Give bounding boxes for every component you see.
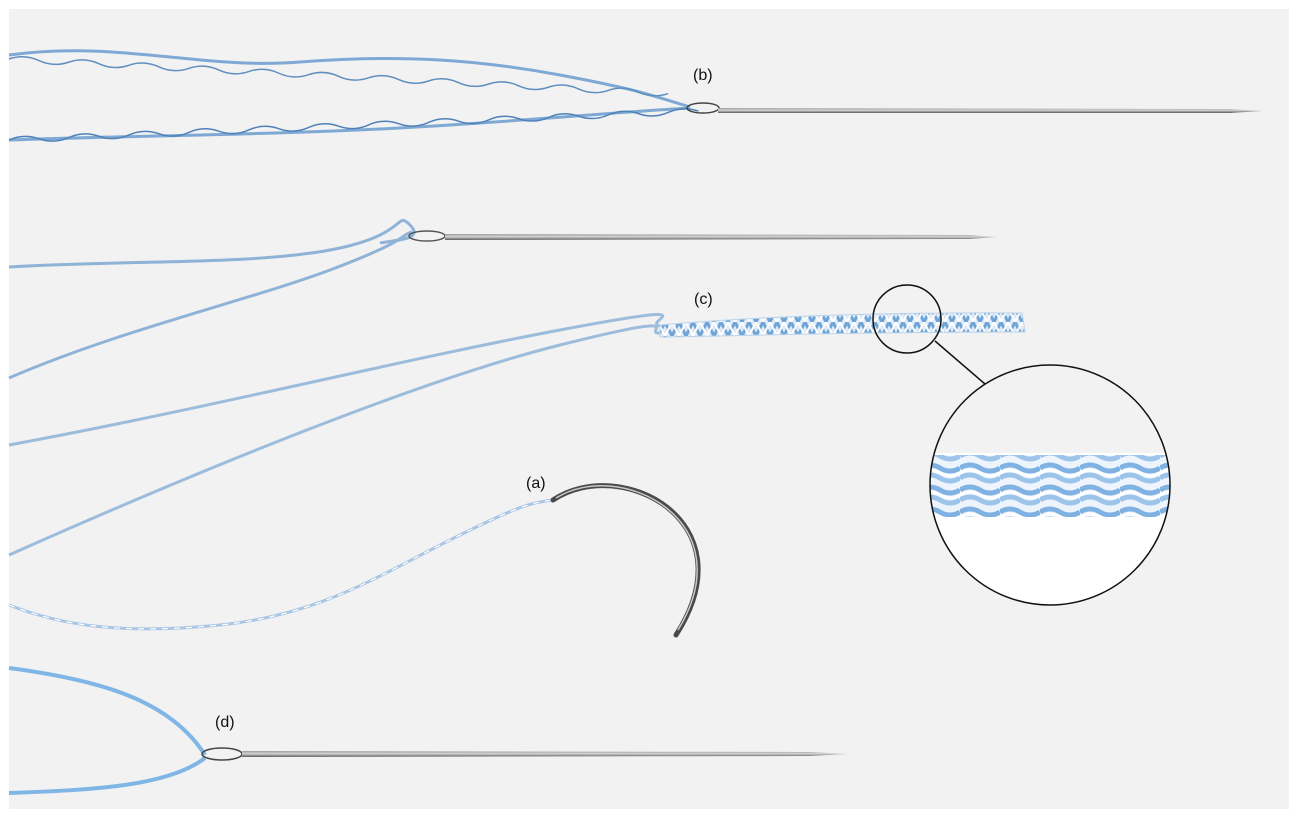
suture-c: (c) [8, 291, 1026, 557]
suture-a: (a) [8, 475, 701, 638]
suture-loop-2-strand-lower [8, 230, 413, 380]
suture-a-thread-twist [8, 499, 554, 630]
suture-b-lower-wave [8, 107, 699, 142]
magnifier-zoomed-braid-band [930, 455, 1170, 517]
suture-c-strand-upper [8, 313, 665, 447]
suture-d: (d) [8, 666, 848, 795]
suture-d-needle [242, 751, 848, 757]
suture-d-strand-lower [8, 756, 207, 795]
magnifier-connector [934, 340, 986, 385]
suture-d-strand-upper [8, 666, 207, 757]
suture-b-needle-loop [686, 102, 720, 114]
suture-b-upper-wave [8, 56, 669, 97]
label-a: (a) [526, 475, 546, 492]
label-b: (b) [693, 67, 713, 84]
magnifier-large-outline [929, 364, 1171, 606]
suture-loop-2-strand-upper [8, 218, 416, 269]
suture-loop-2-needle [445, 234, 997, 240]
suture-b: (b) [8, 49, 1262, 142]
suture-c-braided-tape [659, 312, 1026, 338]
label-c: (c) [694, 291, 713, 308]
magnifier [872, 284, 1171, 606]
suture-c-strand-lower [8, 324, 661, 557]
suture-b-needle [718, 108, 1262, 113]
label-d: (d) [215, 714, 235, 731]
suture-a-curved-needle-highlight [555, 485, 698, 631]
magnifier-small-circle [872, 284, 942, 354]
suture-loop-2 [8, 218, 997, 380]
